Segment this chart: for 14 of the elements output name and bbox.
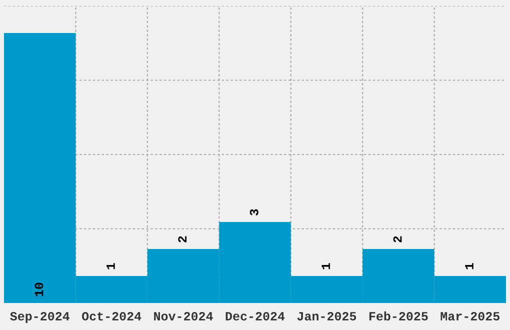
data-label: 1 [465, 263, 474, 270]
x-tick-label: Jan-2025 [297, 312, 356, 321]
data-label: 2 [393, 236, 402, 242]
x-tick-label: Sep-2024 [10, 312, 70, 323]
x-tick-label: Oct-2024 [82, 312, 142, 321]
data-label: 3 [250, 209, 258, 216]
data-label: 1 [322, 263, 330, 270]
x-tick-label: Feb-2025 [369, 311, 428, 321]
data-label: 10 [34, 282, 44, 296]
data-label: 2 [178, 236, 187, 242]
x-tick-label: Nov-2024 [154, 312, 213, 321]
x-tick-label: Mar-2025 [440, 312, 500, 321]
x-tick-label: Dec-2024 [226, 312, 285, 321]
data-label: 1 [106, 263, 115, 270]
